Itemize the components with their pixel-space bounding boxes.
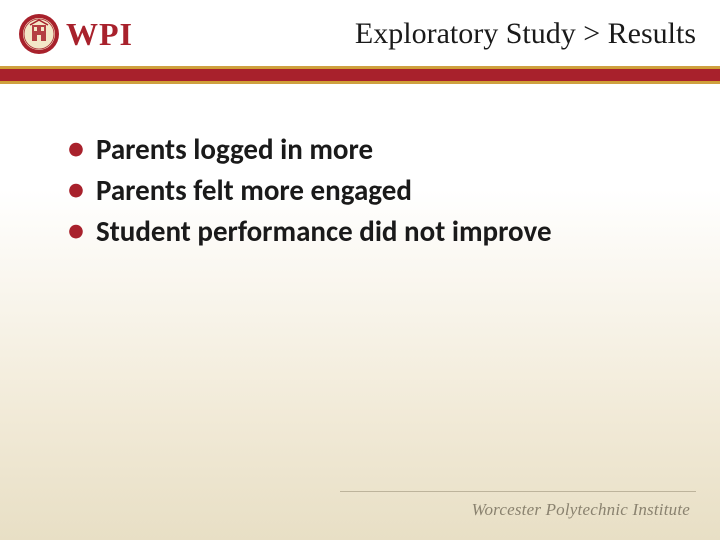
slide-header: WPI Exploratory Study > Results (0, 0, 720, 68)
slide-content: Parents logged in more Parents felt more… (0, 82, 720, 251)
footer-rule (340, 491, 696, 492)
breadcrumb: Exploratory Study > Results (355, 17, 696, 50)
list-item: Parents logged in more (68, 130, 672, 169)
divider-bar (0, 68, 720, 82)
logo-acronym: WPI (66, 16, 133, 53)
bullet-list: Parents logged in more Parents felt more… (68, 130, 672, 251)
list-item: Student performance did not improve (68, 212, 672, 251)
title-wrap: Exploratory Study > Results (133, 17, 702, 51)
footer-institution: Worcester Polytechnic Institute (472, 500, 690, 520)
logo-block: WPI (18, 13, 133, 55)
wpi-seal-icon (18, 13, 60, 55)
list-item: Parents felt more engaged (68, 171, 672, 210)
